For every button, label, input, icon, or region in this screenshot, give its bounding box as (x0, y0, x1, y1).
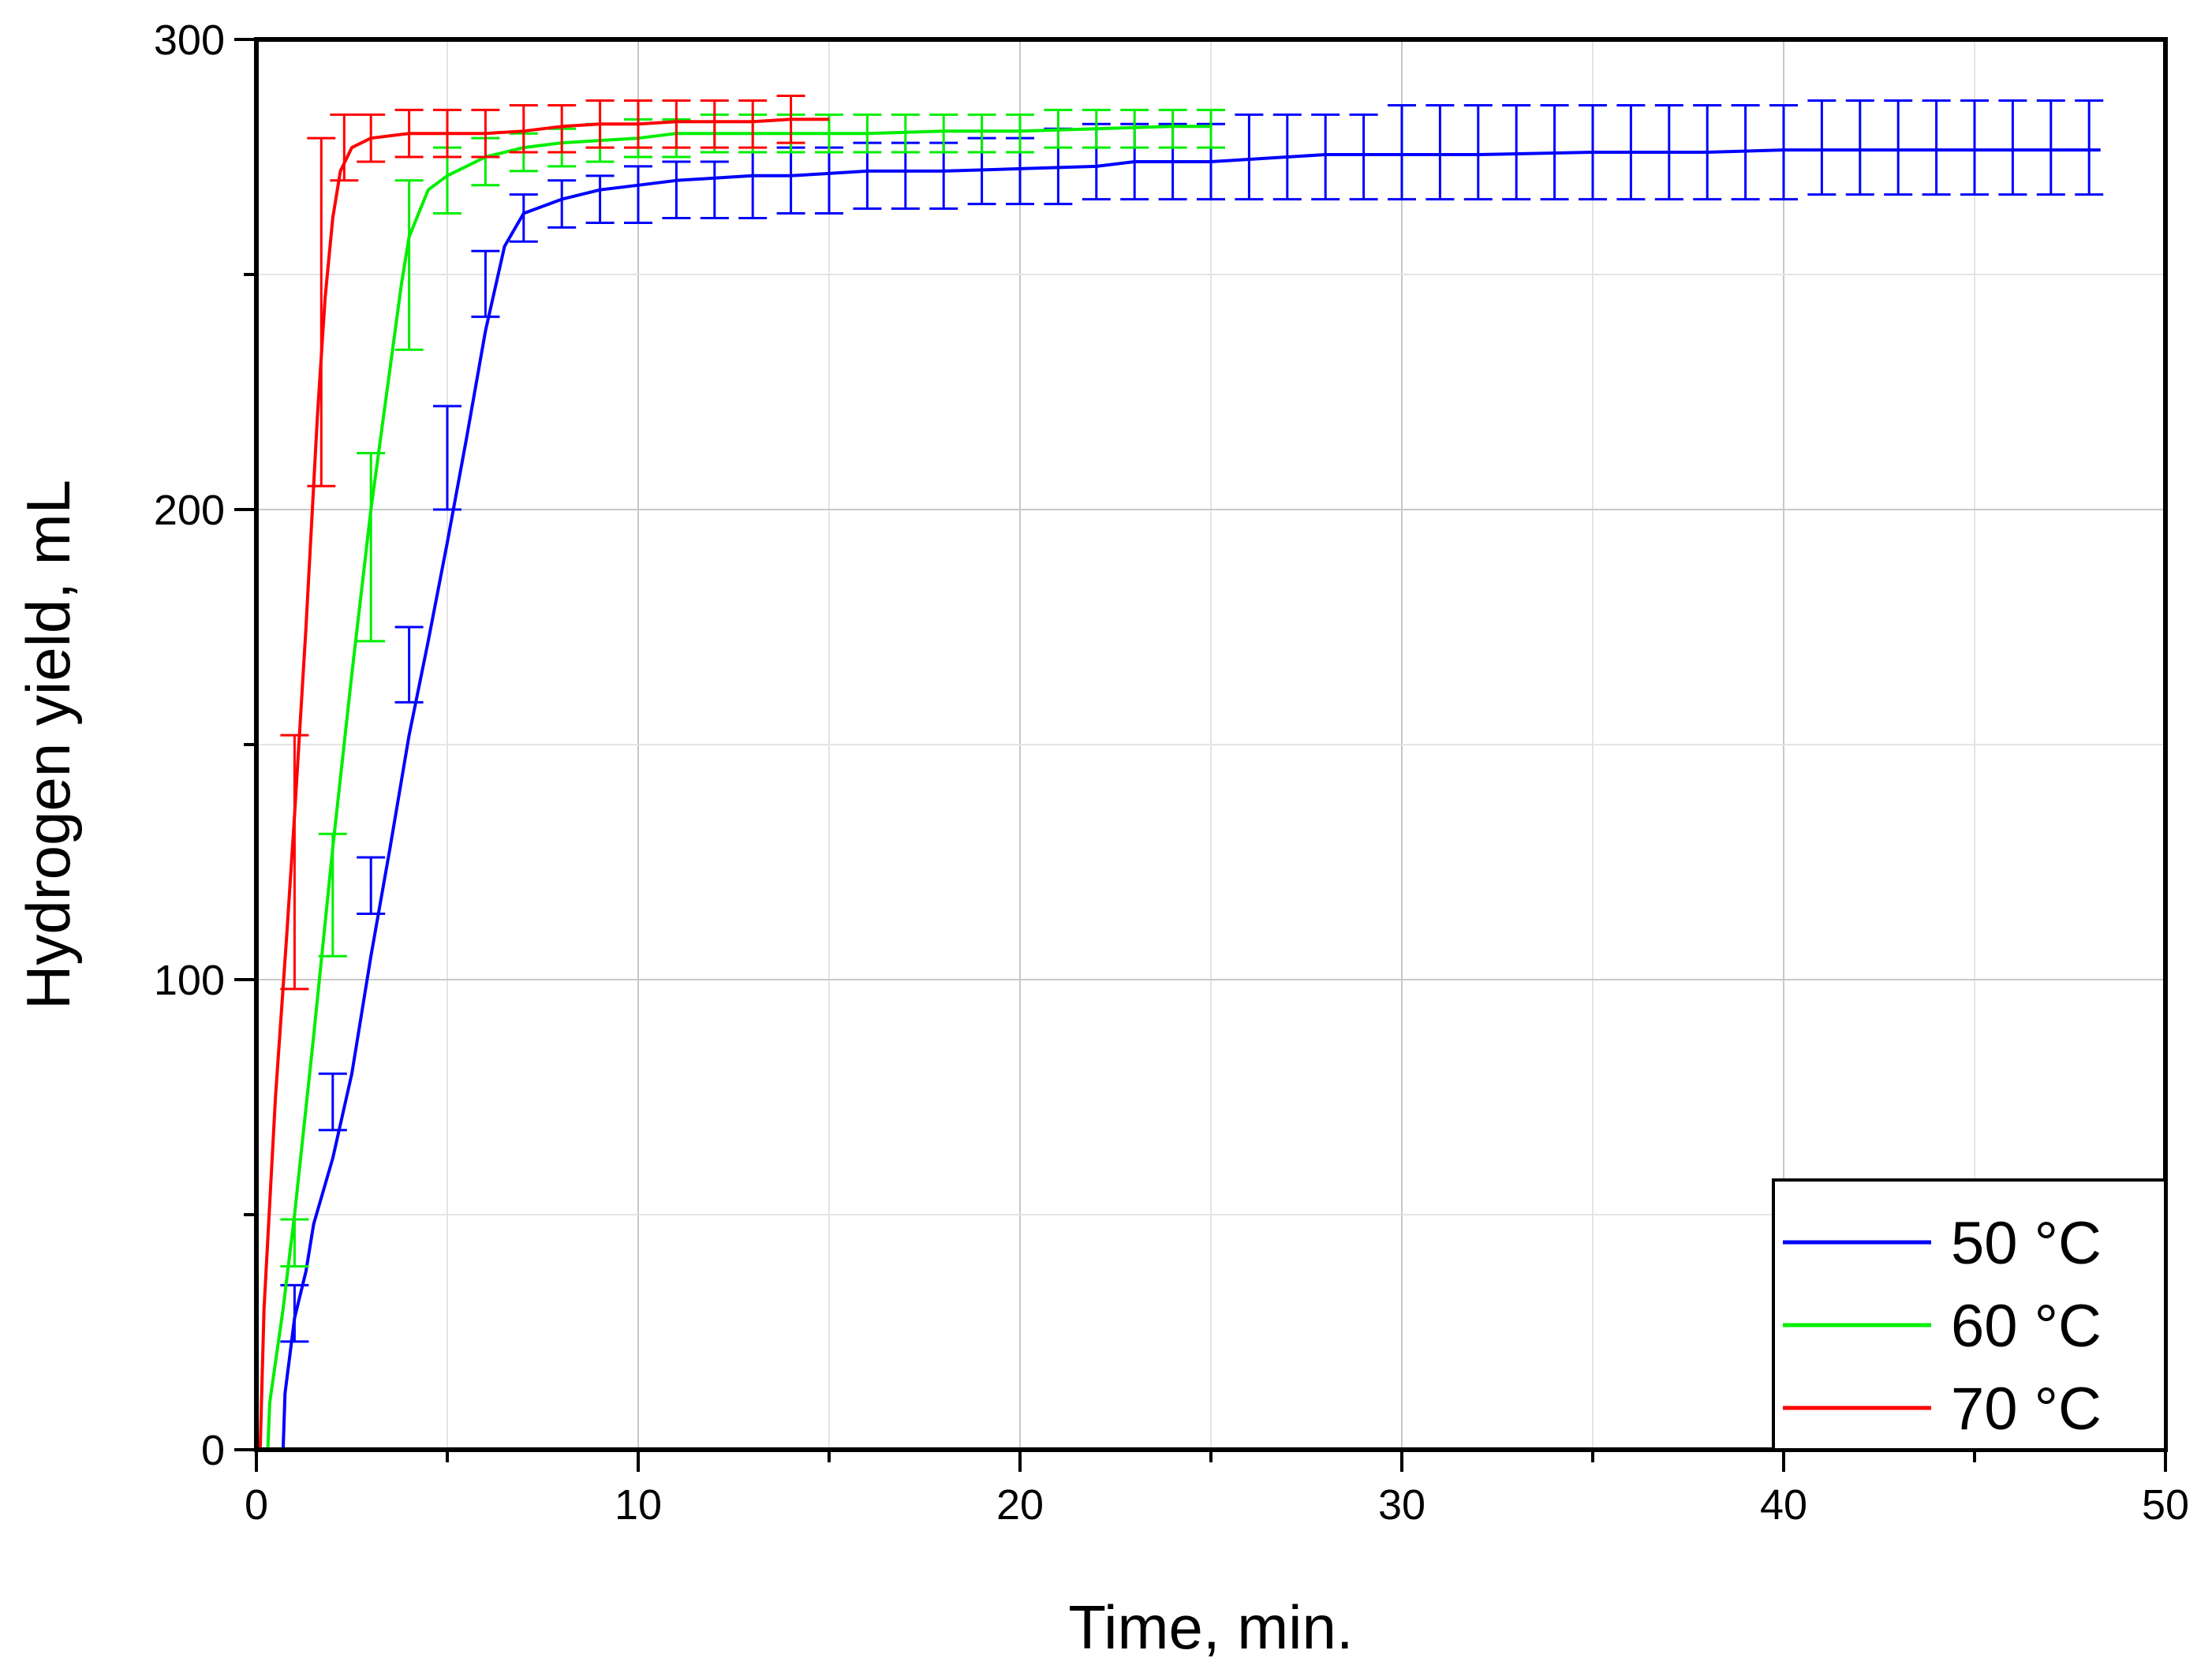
error-bar (357, 451, 386, 643)
legend: 50 °C 60 °C 70 °C (1772, 1178, 2167, 1451)
error-bar (1235, 113, 1264, 201)
x-tick-label: 10 (615, 1481, 662, 1529)
series-0 (280, 99, 2104, 1451)
legend-box (1772, 1178, 2167, 1451)
x-tick-label: 30 (1378, 1481, 1425, 1529)
error-bar (1769, 103, 1798, 201)
error-bar (471, 249, 500, 319)
error-bar (547, 179, 577, 229)
error-bar (547, 103, 577, 154)
series-1 (266, 108, 1225, 1451)
y-axis-title: Hydrogen yield, mL (13, 480, 83, 1010)
error-bar (1197, 108, 1225, 149)
error-bar (318, 1072, 347, 1132)
error-bar (776, 146, 805, 215)
error-bar (330, 113, 359, 182)
error-bar (662, 160, 691, 219)
y-tick-label: 0 (201, 1427, 225, 1474)
x-tick-label: 20 (996, 1481, 1044, 1529)
error-bar (307, 136, 336, 487)
series-line (266, 125, 1211, 1451)
error-bar (929, 113, 958, 154)
error-bar (738, 99, 768, 149)
error-bar (357, 856, 386, 916)
x-axis-title: Time, min. (1068, 1592, 1353, 1662)
error-bar (700, 99, 729, 149)
error-bar (1006, 113, 1034, 154)
error-bar (662, 99, 691, 149)
error-bar (1463, 103, 1493, 201)
error-bar (585, 174, 615, 224)
error-bar (394, 625, 424, 704)
error-bar (1311, 113, 1340, 201)
error-bar (1425, 103, 1455, 201)
error-bar (1922, 99, 1951, 196)
error-bar (967, 113, 996, 154)
error-bar (700, 160, 729, 219)
y-tick-label: 100 (154, 957, 225, 1004)
error-bar (1158, 108, 1187, 149)
error-bar (738, 151, 768, 219)
error-bar (2075, 99, 2104, 196)
legend-label: 60 °C (1951, 1293, 2102, 1360)
error-bar (815, 146, 843, 215)
x-tick-label: 50 (2142, 1481, 2189, 1529)
error-bar (2036, 99, 2065, 196)
plot-frame (254, 37, 2168, 1452)
legend-label: 70 °C (1951, 1376, 2102, 1443)
error-bar (624, 165, 652, 224)
error-bar (1960, 99, 1989, 196)
grid (256, 39, 2165, 1450)
x-tick-label: 0 (245, 1481, 268, 1529)
error-bar (509, 193, 538, 243)
error-bar (280, 734, 309, 991)
series-line (281, 148, 2101, 1451)
error-bar (394, 179, 424, 351)
series-2 (258, 95, 829, 1451)
error-bar (1388, 103, 1416, 201)
error-bar (1998, 99, 2027, 196)
error-bar (1807, 99, 1836, 196)
tick-labels: 0 10 20 30 40 50 0 100 200 300 (154, 17, 2189, 1529)
x-tick-label: 40 (1760, 1481, 1807, 1529)
series-line (258, 118, 829, 1451)
y-tick-label: 300 (154, 17, 225, 64)
legend-label: 50 °C (1951, 1210, 2102, 1277)
error-bar (1884, 99, 1913, 196)
error-bar (1845, 99, 1874, 196)
error-bar (433, 405, 461, 511)
series-group (258, 95, 2104, 1451)
error-bar (509, 103, 538, 154)
y-tick-label: 200 (154, 487, 225, 534)
error-bar (1349, 113, 1378, 201)
